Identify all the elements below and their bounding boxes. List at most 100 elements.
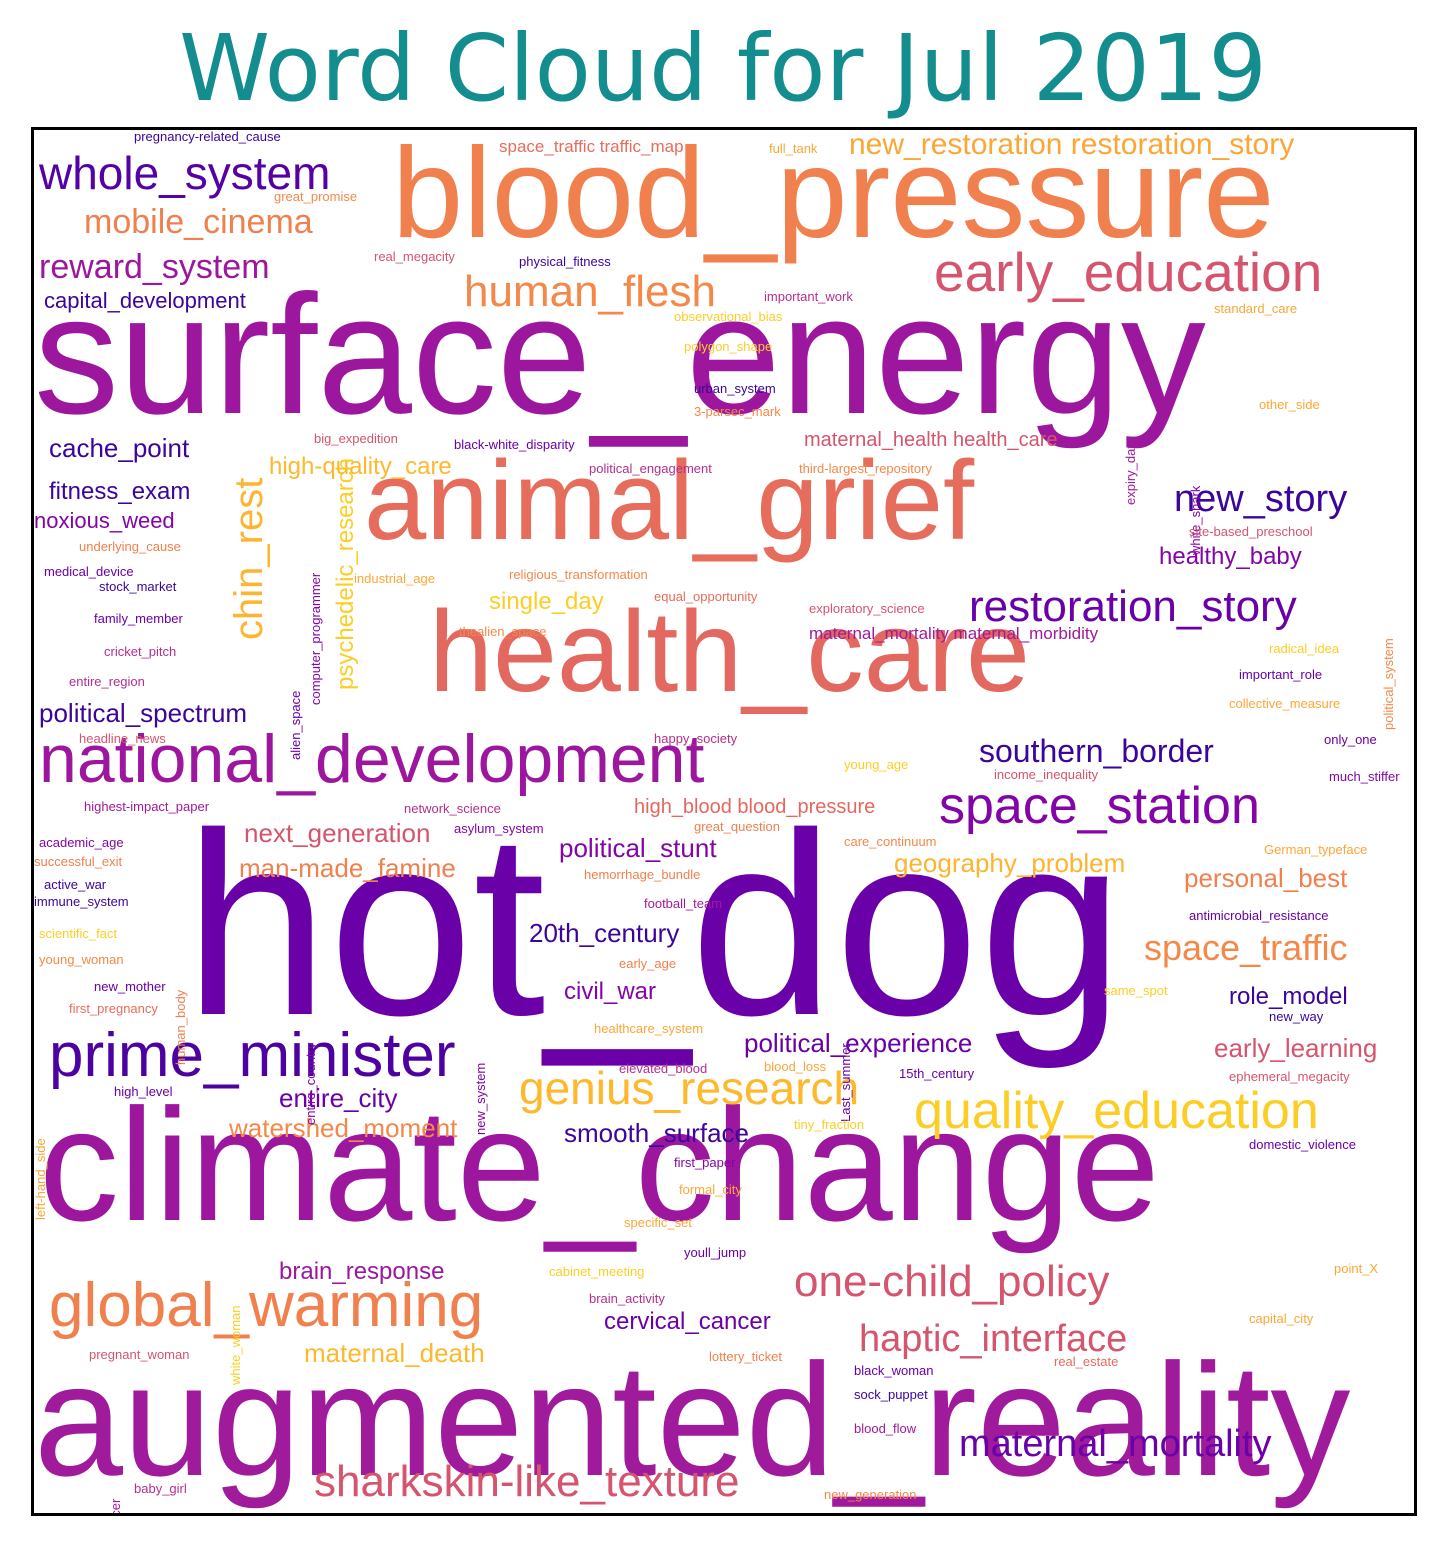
word-physical-fitness: physical_fitness: [519, 254, 611, 269]
word-high-level: high_level: [114, 1084, 173, 1099]
word-other-side: other_side: [1259, 397, 1320, 412]
word-maternal-mortality: maternal_mortality: [959, 1423, 1272, 1465]
word-collective-measure: collective_measure: [1229, 696, 1341, 711]
word-asylum-system: asylum_system: [454, 821, 544, 836]
word-specific-set: specific_set: [624, 1215, 692, 1230]
word-human-body: human_body: [173, 989, 188, 1065]
word-hot-dog: hot_dog: [184, 780, 1124, 1070]
word-healthy-baby: healthy_baby: [1159, 543, 1302, 570]
word-computer-programmer: computer_programmer: [308, 572, 323, 705]
word-political-experience: political_experience: [744, 1028, 973, 1058]
word-capital-city: capital_city: [1249, 1311, 1314, 1326]
word-mobile-cinema: mobile_cinema: [84, 203, 313, 241]
word-brain-response: brain_response: [279, 1258, 445, 1285]
word-healthcare-system: healthcare_system: [594, 1021, 704, 1036]
word-entire-city: entire_city: [279, 1083, 398, 1113]
word-new-restoration-restoration-story: new_restoration restoration_story: [849, 128, 1295, 161]
word-sock-puppet: sock_puppet: [854, 1387, 928, 1402]
word-religious-transformation: religious_transformation: [509, 567, 648, 582]
word-20th-century: 20th_century: [529, 918, 680, 948]
word-family-member: family_member: [94, 611, 183, 626]
word-point-x: point_X: [1334, 1261, 1379, 1276]
word-smooth-surface: smooth_surface: [564, 1118, 749, 1148]
word-new-generation: new_generation: [824, 1487, 917, 1502]
page-title: Word Cloud for Jul 2019: [179, 15, 1267, 122]
word-police-officer: police_officer: [108, 1499, 123, 1513]
word-medical-device: medical_device: [44, 564, 134, 579]
word-first-paper: first_paper: [674, 1155, 736, 1170]
word-surface-energy: surface_energy: [34, 260, 1206, 450]
word-black-woman: black_woman: [854, 1363, 934, 1378]
word-urban-system: urban_system: [694, 381, 776, 396]
word-maternal-health-health-care: maternal_health health_care: [804, 429, 1058, 451]
word-high-quality-care: high-quality_care: [269, 453, 452, 480]
word-augmented-reality: augmented_reality: [34, 1330, 1351, 1509]
word-cache-point: cache_point: [49, 433, 190, 463]
word-radical-idea: radical_idea: [1269, 641, 1340, 656]
word-happy-society: happy_society: [654, 731, 738, 746]
word-domestic-violence: domestic_violence: [1249, 1137, 1356, 1152]
word-blood-loss: blood_loss: [764, 1059, 827, 1074]
word-cabinet-meeting: cabinet_meeting: [549, 1264, 645, 1279]
word-ephemeral-megacity: ephemeral_megacity: [1229, 1069, 1350, 1084]
word-national-development: national_development: [39, 721, 705, 797]
word-brain-activity: brain_activity: [589, 1291, 665, 1306]
word-first-pregnancy: first_pregnancy: [69, 1001, 158, 1016]
word-15th-century: 15th_century: [899, 1066, 975, 1081]
word-political-system: political_system: [1381, 638, 1396, 730]
word-white-shark: white_shark: [1188, 485, 1203, 555]
word-entire-region: entire_region: [69, 674, 145, 689]
word-important-role: important_role: [1239, 667, 1323, 682]
word-pregnant-woman: pregnant_woman: [89, 1347, 190, 1362]
word-whole-system: whole_system: [39, 147, 331, 199]
word-great-question: great_question: [694, 819, 781, 834]
word-alien-space: alien_space: [288, 690, 303, 760]
word-formal-city: formal_city: [679, 1182, 742, 1197]
word-political-engagement: political_engagement: [589, 461, 712, 476]
word-lottery-ticket: lottery_ticket: [709, 1349, 782, 1364]
word-real-megacity: real_megacity: [374, 249, 455, 264]
word-political-stunt: political_stunt: [559, 833, 717, 863]
word-last-summer: Last_summer: [838, 1043, 853, 1122]
word-antimicrobial-resistance: antimicrobial_resistance: [1189, 908, 1329, 923]
word-equal-opportunity: equal_opportunity: [654, 589, 758, 604]
word-next-generation: next_generation: [244, 818, 431, 848]
word-cervical-cancer: cervical_cancer: [604, 1308, 771, 1335]
word-restoration-story: restoration_story: [969, 582, 1297, 631]
word-blood-flow: blood_flow: [854, 1421, 917, 1436]
word-elevated-blood: elevated_blood: [619, 1061, 708, 1076]
word-entire-country: entire_country: [303, 1042, 318, 1125]
word-maternal-mortality-maternal-morbidity: maternal_mortality maternal_morbidity: [809, 624, 1099, 643]
word-much-stiffer: much_stiffer: [1329, 769, 1400, 784]
word-man-made-famine: man-made_famine: [239, 853, 456, 883]
word-climate-change: climate_change: [39, 1075, 1160, 1254]
word-care-continuum: care_continuum: [844, 834, 937, 849]
word-income-inequality: income_inequality: [994, 767, 1099, 782]
word-high-blood-blood-pressure: high_blood blood_pressure: [634, 796, 876, 818]
word-watershed-moment: watershed_moment: [229, 1113, 458, 1143]
word-capital-development: capital_development: [44, 288, 246, 313]
word-exploratory-science: exploratory_science: [809, 601, 925, 616]
word-scientific-fact: scientific_fact: [39, 926, 118, 941]
word-academic-age: academic_age: [39, 835, 124, 850]
word-full-tank: full_tank: [769, 141, 818, 156]
word-personal-best: personal_best: [1184, 863, 1348, 893]
word-big-expedition: big_expedition: [314, 431, 398, 446]
word-white-woman: white_woman: [228, 1305, 243, 1386]
word-health-care: health_care: [429, 588, 1030, 716]
word-prime-minister: prime_minister: [49, 1021, 456, 1090]
word-highest-impact-paper: highest-impact_paper: [84, 799, 210, 814]
word-chin-rest: chin_rest: [227, 477, 271, 640]
word-reward-system: reward_system: [39, 248, 270, 286]
word-maternal-death: maternal_death: [304, 1338, 485, 1368]
word-standard-care: standard_care: [1214, 301, 1298, 316]
word-geography-problem: geography_problem: [894, 848, 1126, 878]
word-space-station: space_station: [939, 777, 1260, 835]
word-thealien-space: thealien_space: [459, 624, 547, 639]
word-important-work: important_work: [764, 289, 853, 304]
word-early-education: early_education: [934, 241, 1323, 303]
word-network-science: network_science: [404, 801, 501, 816]
word-black-white-disparity: black-white_disparity: [454, 437, 575, 452]
word-southern-border: southern_border: [979, 733, 1214, 769]
